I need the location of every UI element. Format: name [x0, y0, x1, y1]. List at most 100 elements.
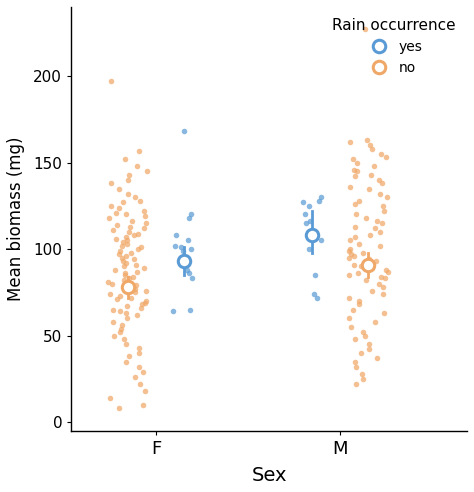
Point [352, 335, 359, 343]
Point [311, 271, 319, 279]
Point [305, 245, 313, 253]
Point [365, 340, 373, 348]
Point [131, 288, 139, 296]
Point [350, 166, 357, 174]
Point [140, 224, 148, 232]
Point [109, 306, 117, 313]
Point [177, 244, 185, 251]
Point [140, 264, 147, 272]
Point [354, 159, 361, 167]
Point [126, 223, 134, 231]
Point [122, 309, 130, 317]
Point [134, 311, 141, 319]
Point [106, 394, 113, 402]
Point [120, 335, 128, 343]
Point [352, 363, 360, 370]
Point [346, 294, 353, 302]
Point [357, 262, 365, 270]
Point [127, 248, 135, 256]
Point [188, 275, 195, 282]
Point [351, 233, 359, 241]
Point [308, 231, 315, 239]
Point [109, 318, 117, 326]
Point [108, 280, 115, 288]
Point [134, 230, 141, 238]
Point [361, 332, 369, 339]
Point [142, 219, 149, 227]
Point [303, 219, 310, 227]
Point [353, 380, 360, 388]
Legend: yes, no: yes, no [328, 14, 460, 79]
Point [115, 404, 123, 412]
Point [346, 237, 354, 245]
Point [136, 380, 144, 388]
Point [180, 127, 188, 135]
Point [116, 204, 123, 212]
Point [119, 198, 127, 206]
Point [118, 254, 126, 262]
Point [173, 231, 180, 239]
Point [376, 242, 384, 249]
Point [131, 193, 138, 201]
Point [111, 266, 119, 274]
Point [139, 401, 146, 409]
Point [124, 176, 132, 184]
Point [375, 280, 383, 288]
Point [345, 271, 353, 279]
Point [374, 354, 381, 362]
Point [128, 294, 135, 302]
Point [381, 207, 388, 215]
Point [371, 318, 379, 326]
Point [185, 214, 193, 222]
Point [123, 233, 130, 241]
Point [376, 228, 384, 236]
Point [379, 283, 386, 291]
Point [136, 197, 144, 205]
Point [125, 228, 132, 236]
Point [131, 373, 138, 381]
Point [121, 155, 129, 163]
Point [361, 259, 369, 267]
Point [181, 257, 188, 265]
Point [369, 287, 376, 295]
Point [123, 302, 130, 310]
Point [123, 314, 131, 322]
Point [363, 277, 370, 284]
Point [135, 344, 142, 352]
Point [382, 266, 389, 274]
Point [130, 255, 138, 263]
Point [371, 224, 378, 232]
Point [117, 325, 125, 333]
Point [104, 278, 112, 286]
Point [123, 240, 131, 248]
Point [117, 308, 124, 315]
Point [109, 226, 117, 234]
Point [365, 345, 373, 353]
Point [124, 283, 131, 291]
Point [113, 295, 121, 303]
Point [134, 268, 141, 276]
Point [121, 271, 128, 279]
Point [376, 190, 383, 198]
Point [305, 202, 312, 210]
Point [378, 219, 385, 227]
Point [107, 202, 114, 210]
Point [118, 242, 126, 249]
Point [356, 240, 363, 248]
Point [124, 190, 131, 198]
Point [184, 237, 191, 245]
Point [188, 245, 195, 253]
Point [122, 252, 130, 260]
Point [366, 141, 374, 149]
X-axis label: Sex: Sex [251, 466, 287, 485]
Point [372, 257, 380, 265]
Point [379, 290, 387, 298]
Point [120, 277, 128, 284]
Point [122, 358, 130, 366]
Point [363, 136, 370, 144]
Point [133, 162, 140, 170]
Point [359, 375, 367, 383]
Point [356, 197, 363, 205]
Point [183, 266, 191, 274]
Point [317, 237, 325, 245]
